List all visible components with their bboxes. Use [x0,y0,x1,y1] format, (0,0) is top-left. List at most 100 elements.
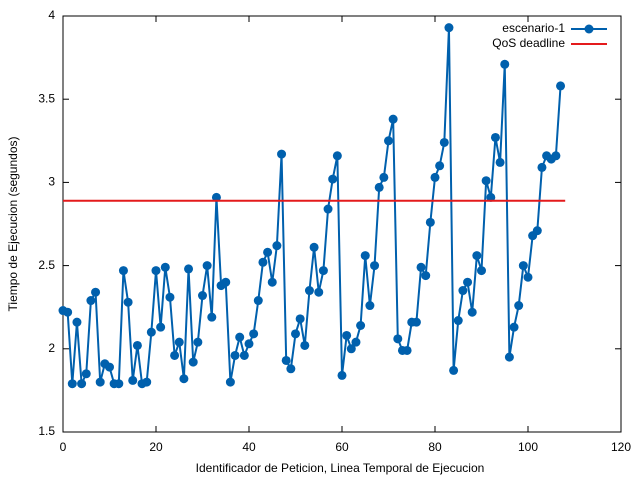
data-point [523,272,533,282]
data-point [318,266,328,276]
data-point [95,377,105,387]
data-point [388,114,398,124]
data-point [291,329,300,339]
data-point [118,266,128,276]
data-point [467,307,477,317]
data-point [425,217,435,227]
data-point [356,321,366,331]
data-point [416,262,426,272]
data-point [179,374,189,384]
data-point [304,286,314,296]
y-tick-label: 3 [48,175,55,189]
data-point [142,377,152,387]
data-point [477,266,486,276]
data-point [249,329,259,339]
data-point [532,226,542,236]
data-point [81,369,91,379]
data-point [225,377,235,387]
data-point [77,379,87,389]
data-point [439,137,449,147]
x-tick-label: 80 [428,440,442,454]
legend-label: escenario-1 [502,21,565,35]
data-point [453,316,463,326]
x-tick-label: 60 [335,440,349,454]
data-point [346,344,356,354]
data-point [165,292,175,302]
data-point [128,375,138,385]
data-point [504,352,514,362]
data-point [379,172,389,182]
y-axis-label: Tiempo de Ejecucion (segundos) [6,137,20,312]
data-point [514,301,524,311]
data-point [500,59,510,69]
data-point [509,322,519,332]
data-point [551,151,561,161]
data-point [198,291,207,301]
data-point [132,340,142,350]
data-point [374,182,384,192]
data-point [518,261,528,271]
y-tick-label: 4 [48,8,55,22]
data-point [328,174,338,184]
y-tick-label: 3.5 [38,91,55,105]
data-point [170,350,180,360]
data-point [365,301,375,311]
data-point [160,262,170,272]
data-point [300,340,310,350]
data-point [67,379,77,389]
data-point [402,345,412,355]
data-point [384,136,393,146]
data-point [146,327,156,337]
data-point [472,251,482,261]
data-point [370,261,380,271]
y-tick-label: 2 [48,341,55,355]
data-point [281,355,291,365]
data-point [184,264,194,274]
legend-marker [584,24,594,34]
data-point [244,339,254,349]
data-point [309,242,319,252]
data-point [207,312,217,322]
data-point [430,172,440,182]
data-point [537,162,547,172]
y-tick-label: 1.5 [38,424,55,438]
data-point [458,286,468,296]
data-point [123,297,133,307]
data-point [342,330,352,340]
x-tick-label: 20 [149,440,163,454]
data-point [490,132,500,142]
data-point [267,277,277,287]
series-line [62,27,562,388]
data-point [258,257,268,267]
data-point [193,337,203,347]
y-tick-label: 2.5 [38,258,55,272]
data-point [323,204,333,214]
data-point [449,365,459,375]
data-point [444,23,454,33]
data-point [277,149,287,159]
data-point [63,307,73,317]
data-point [463,277,473,287]
data-point [263,247,273,257]
data-point [393,334,403,344]
data-point [105,362,114,372]
data-point [188,357,198,367]
data-point [337,370,347,380]
data-point [486,192,496,202]
data-point [481,176,491,186]
data-point [91,287,101,297]
data-point [556,81,566,91]
data-point [272,241,282,251]
x-tick-label: 0 [60,440,67,454]
data-point [221,277,231,287]
data-point [314,287,324,297]
data-point [86,296,96,306]
data-point [360,251,370,261]
data-point [72,317,82,327]
data-point [253,296,263,306]
data-point [114,379,124,389]
x-tick-label: 40 [242,440,256,454]
data-point [202,261,212,271]
data-point [239,350,249,360]
